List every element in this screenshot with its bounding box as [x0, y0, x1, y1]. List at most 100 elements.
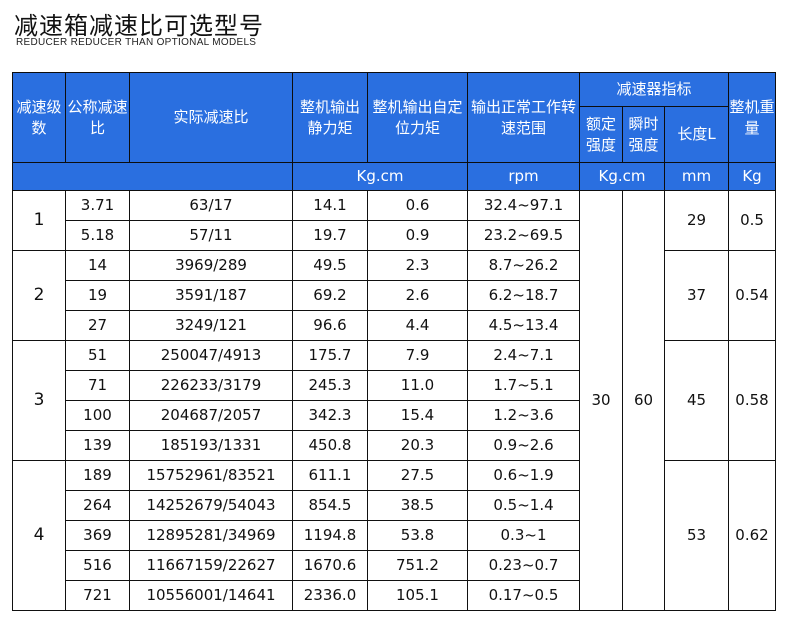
speed-range-cell: 0.6~1.9 — [467, 460, 580, 491]
header-static-torque: 整机输出静力矩 — [292, 72, 368, 163]
static-torque-cell: 450.8 — [292, 430, 368, 461]
header-weight: 整机重量 — [728, 72, 776, 163]
actual-ratio-cell: 250047/4913 — [129, 340, 293, 371]
length-cell: 29 — [664, 190, 729, 251]
nominal-ratio-cell: 3.71 — [65, 190, 130, 221]
header-indicator-group: 减速器指标 — [579, 72, 729, 107]
nominal-ratio-cell: 516 — [65, 550, 130, 581]
actual-ratio-cell: 185193/1331 — [129, 430, 293, 461]
static-torque-cell: 14.1 — [292, 190, 368, 221]
table-row: 139 185193/1331 450.8 20.3 0.9~2.6 — [13, 430, 776, 461]
speed-range-cell: 0.5~1.4 — [467, 490, 580, 521]
header-instant-strength: 瞬时强度 — [622, 106, 665, 163]
stage-cell: 3 — [12, 340, 66, 461]
length-cell: 53 — [664, 460, 729, 611]
static-torque-cell: 342.3 — [292, 400, 368, 431]
table-row: 369 12895281/34969 1194.8 53.8 0.3~1 — [13, 520, 776, 551]
weight-cell: 0.58 — [728, 340, 776, 461]
table-row: 5.18 57/11 19.7 0.9 23.2~69.5 — [13, 220, 776, 251]
static-torque-cell: 611.1 — [292, 460, 368, 491]
unit-blank — [12, 162, 293, 191]
nominal-ratio-cell: 139 — [65, 430, 130, 461]
actual-ratio-cell: 57/11 — [129, 220, 293, 251]
self-lock-torque-cell: 0.9 — [367, 220, 468, 251]
self-lock-torque-cell: 20.3 — [367, 430, 468, 461]
nominal-ratio-cell: 721 — [65, 580, 130, 611]
header-stage: 减速级数 — [12, 72, 66, 163]
unit-length: mm — [664, 162, 729, 191]
static-torque-cell: 69.2 — [292, 280, 368, 311]
speed-range-cell: 1.7~5.1 — [467, 370, 580, 401]
static-torque-cell: 245.3 — [292, 370, 368, 401]
speed-range-cell: 0.9~2.6 — [467, 430, 580, 461]
self-lock-torque-cell: 7.9 — [367, 340, 468, 371]
table-row: 100 204687/2057 342.3 15.4 1.2~3.6 — [13, 400, 776, 431]
rated-strength-cell: 30 — [579, 190, 623, 611]
header-actual-ratio: 实际减速比 — [129, 72, 293, 163]
unit-torque: Kg.cm — [292, 162, 468, 191]
static-torque-cell: 175.7 — [292, 340, 368, 371]
nominal-ratio-cell: 5.18 — [65, 220, 130, 251]
self-lock-torque-cell: 27.5 — [367, 460, 468, 491]
table-row: 2 14 3969/289 49.5 2.3 8.7~26.2 37 0.54 — [12, 250, 776, 341]
actual-ratio-cell: 226233/3179 — [129, 370, 293, 401]
stage-cell: 1 — [12, 190, 66, 251]
length-cell: 45 — [664, 340, 729, 461]
header-self-lock-torque: 整机输出自定位力矩 — [367, 72, 468, 163]
self-lock-torque-cell: 2.6 — [367, 280, 468, 311]
static-torque-cell: 854.5 — [292, 490, 368, 521]
stage-cell: 4 — [12, 460, 66, 611]
self-lock-torque-cell: 2.3 — [367, 250, 468, 281]
self-lock-torque-cell: 0.6 — [367, 190, 468, 221]
unit-weight: Kg — [728, 162, 776, 191]
self-lock-torque-cell: 11.0 — [367, 370, 468, 401]
speed-range-cell: 32.4~97.1 — [467, 190, 580, 221]
header-rated-strength: 额定强度 — [579, 106, 623, 163]
weight-cell: 0.54 — [728, 250, 776, 341]
speed-range-cell: 0.17~0.5 — [467, 580, 580, 611]
actual-ratio-cell: 3591/187 — [129, 280, 293, 311]
table-row: 721 10556001/14641 2336.0 105.1 0.17~0.5 — [13, 580, 776, 611]
static-torque-cell: 96.6 — [292, 310, 368, 341]
self-lock-torque-cell: 15.4 — [367, 400, 468, 431]
actual-ratio-cell: 3969/289 — [129, 250, 293, 281]
nominal-ratio-cell: 27 — [65, 310, 130, 341]
weight-cell: 0.5 — [728, 190, 776, 251]
speed-range-cell: 0.3~1 — [467, 520, 580, 551]
spec-table: 减速级数 公称减速比 实际减速比 整机输出静力矩 整机输出自定位力矩 输出正常工… — [12, 72, 776, 611]
actual-ratio-cell: 14252679/54043 — [129, 490, 293, 521]
self-lock-torque-cell: 53.8 — [367, 520, 468, 551]
speed-range-cell: 0.23~0.7 — [467, 550, 580, 581]
nominal-ratio-cell: 100 — [65, 400, 130, 431]
static-torque-cell: 19.7 — [292, 220, 368, 251]
self-lock-torque-cell: 4.4 — [367, 310, 468, 341]
nominal-ratio-cell: 189 — [65, 460, 130, 491]
speed-range-cell: 8.7~26.2 — [467, 250, 580, 281]
self-lock-torque-cell: 38.5 — [367, 490, 468, 521]
static-torque-cell: 2336.0 — [292, 580, 368, 611]
actual-ratio-cell: 10556001/14641 — [129, 580, 293, 611]
nominal-ratio-cell: 14 — [65, 250, 130, 281]
nominal-ratio-cell: 51 — [65, 340, 130, 371]
table-row: 264 14252679/54043 854.5 38.5 0.5~1.4 — [13, 490, 776, 521]
static-torque-cell: 1670.6 — [292, 550, 368, 581]
table-row: 1 3.71 63/17 14.1 0.6 32.4~97.1 30 60 29 0.5 — [12, 190, 776, 611]
nominal-ratio-cell: 369 — [65, 520, 130, 551]
unit-strength: Kg.cm — [579, 162, 665, 191]
table-row: 71 226233/3179 245.3 11.0 1.7~5.1 — [13, 370, 776, 401]
speed-range-cell: 4.5~13.4 — [467, 310, 580, 341]
actual-ratio-cell: 11667159/22627 — [129, 550, 293, 581]
nominal-ratio-cell: 71 — [65, 370, 130, 401]
page-title: 减速箱减速比可选型号 — [14, 12, 264, 40]
header-speed-range: 输出正常工作转速范围 — [467, 72, 580, 163]
actual-ratio-cell: 63/17 — [129, 190, 293, 221]
speed-range-cell: 23.2~69.5 — [467, 220, 580, 251]
nominal-ratio-cell: 19 — [65, 280, 130, 311]
weight-cell: 0.62 — [728, 460, 776, 611]
static-torque-cell: 49.5 — [292, 250, 368, 281]
table-row: 3 51 250047/4913 175.7 7.9 2.4~7.1 45 0.58 — [12, 340, 776, 461]
header-length: 长度L — [664, 106, 729, 163]
self-lock-torque-cell: 751.2 — [367, 550, 468, 581]
actual-ratio-cell: 204687/2057 — [129, 400, 293, 431]
unit-speed: rpm — [467, 162, 580, 191]
